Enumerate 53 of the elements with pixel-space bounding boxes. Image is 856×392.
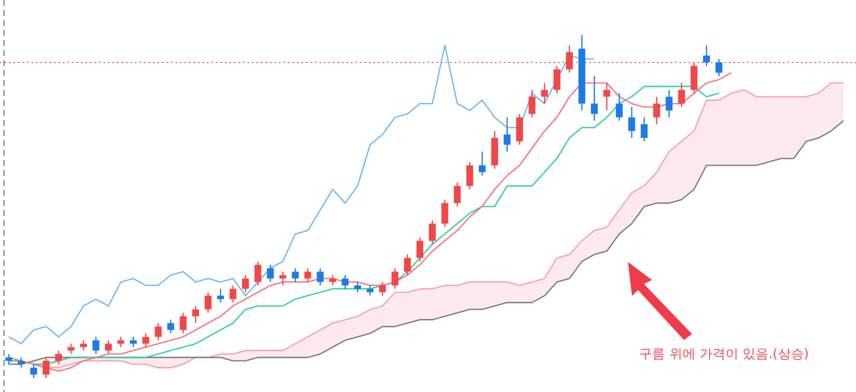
candlestick [603,82,610,112]
candlestick [55,350,62,365]
candlestick [5,353,12,365]
candlestick [366,284,374,296]
candlestick [666,89,673,118]
candlestick [653,96,660,125]
candlestick [454,182,461,208]
candlestick [590,76,598,122]
candlestick [42,356,50,379]
candlestick [154,322,162,341]
candlestick [392,268,398,290]
candlestick [329,274,336,286]
candlestick [18,356,25,368]
candlestick [703,44,710,66]
candlestick [80,340,87,352]
candlestick [254,260,262,286]
candlestick [167,319,174,334]
candlestick [616,92,623,122]
candlestick [379,281,386,296]
candlestick [292,268,299,283]
candlestick [566,44,573,74]
candlestick [404,254,411,276]
candlestick [230,284,236,304]
candlestick [217,288,224,304]
candlestick [528,89,536,118]
candlestick [504,116,511,152]
candlestick [92,336,100,355]
candlestick [192,305,200,324]
candlestick [104,340,112,355]
candlestick [68,343,74,355]
candlestick [279,271,286,286]
candlestick [316,268,324,286]
annotation: 구름 위에 가격이 있음.(상승) [639,347,809,362]
candlestick [678,82,685,108]
candlestick [242,274,249,293]
candlestick [204,292,212,314]
candlestick [180,312,187,334]
candlestick [441,199,448,228]
candlestick [266,264,274,283]
candlestick [716,58,722,77]
candlestick [304,268,312,283]
candlestick [478,151,486,176]
candlestick [554,65,560,94]
candlestick [342,274,349,290]
candlestick [466,161,474,190]
candlestick [640,116,648,142]
candlestick [628,106,636,138]
candlestick [142,332,150,348]
candlestick [541,82,548,104]
candlestick [428,220,436,245]
candlestick [416,236,424,262]
candlestick [354,281,362,293]
candlestick [30,364,38,379]
